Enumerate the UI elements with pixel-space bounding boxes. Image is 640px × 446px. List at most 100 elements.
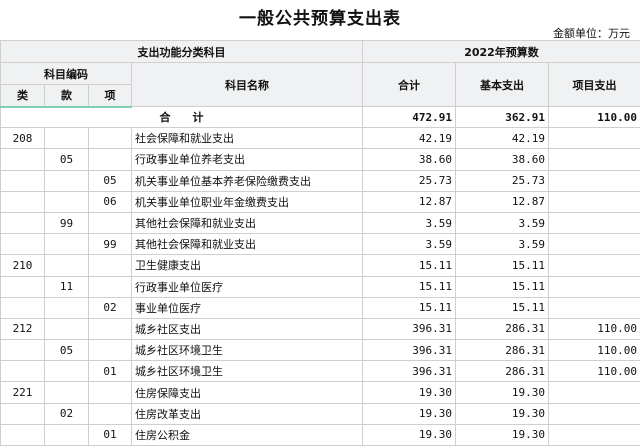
cell-xiang[interactable] [88,211,132,235]
cell-lei[interactable] [0,190,45,213]
cell-name[interactable]: 城乡社区支出 [131,317,363,341]
cell-xiang[interactable]: 01 [88,423,132,446]
cell-name[interactable]: 城乡社区环境卫生 [131,339,363,362]
cell-basic[interactable]: 12.87 [455,190,549,213]
cell-project[interactable]: 110.00 [547,360,640,383]
cell-kuan[interactable]: 02 [44,402,89,425]
cell-name[interactable]: 住房改革支出 [131,402,363,425]
cell-name[interactable]: 住房公积金 [131,423,363,446]
cell-basic[interactable]: 3.59 [455,211,549,235]
cell-xiang[interactable] [88,148,132,171]
cell-name[interactable]: 机关事业单位基本养老保险缴费支出 [131,169,363,192]
cell-project[interactable] [547,402,640,425]
cell-total[interactable]: 12.87 [362,190,456,213]
cell-kuan[interactable]: 11 [44,275,89,298]
cell-basic[interactable]: 19.30 [455,381,549,404]
cell-kuan[interactable] [44,190,89,213]
cell-kuan[interactable] [44,169,89,192]
cell-lei[interactable]: 212 [0,317,45,341]
cell-basic[interactable]: 286.31 [455,360,549,383]
cell-basic[interactable]: 15.11 [455,275,549,298]
cell-lei[interactable] [0,402,45,425]
cell-basic[interactable]: 38.60 [455,148,549,171]
cell-xiang[interactable] [88,317,132,341]
cell-basic[interactable]: 286.31 [455,339,549,362]
cell-kuan[interactable] [44,317,89,341]
cell-lei[interactable]: 221 [0,381,45,404]
cell-xiang[interactable]: 05 [88,169,132,192]
cell-basic[interactable]: 15.11 [455,254,549,277]
cell-basic[interactable]: 286.31 [455,317,549,341]
cell-xiang[interactable]: 02 [88,296,132,319]
cell-xiang[interactable] [88,275,132,298]
cell-kuan[interactable]: 05 [44,339,89,362]
cell-name[interactable]: 城乡社区环境卫生 [131,360,363,383]
cell-xiang[interactable] [88,339,132,362]
cell-lei[interactable] [0,360,45,383]
cell-basic[interactable]: 3.59 [455,233,549,256]
cell-lei[interactable] [0,339,45,362]
cell-total[interactable]: 396.31 [362,317,456,341]
cell-project[interactable] [547,275,640,298]
cell-lei[interactable] [0,296,45,319]
cell-total[interactable]: 19.30 [362,381,456,404]
cell-name[interactable]: 机关事业单位职业年金缴费支出 [131,190,363,213]
cell-kuan[interactable] [44,423,89,446]
cell-total[interactable]: 38.60 [362,148,456,171]
cell-kuan[interactable] [44,233,89,256]
cell-kuan[interactable]: 99 [44,211,89,235]
cell-basic[interactable]: 19.30 [455,402,549,425]
cell-project[interactable] [547,127,640,150]
cell-lei[interactable] [0,275,45,298]
cell-kuan[interactable]: 05 [44,148,89,171]
cell-project[interactable]: 110.00 [547,339,640,362]
cell-project[interactable] [547,211,640,235]
cell-total[interactable]: 42.19 [362,127,456,150]
cell-name[interactable]: 其他社会保障和就业支出 [131,233,363,256]
cell-total[interactable]: 396.31 [362,339,456,362]
cell-lei[interactable]: 210 [0,254,45,277]
cell-project[interactable] [547,254,640,277]
cell-lei[interactable] [0,211,45,235]
cell-project[interactable] [547,233,640,256]
cell-total[interactable]: 3.59 [362,233,456,256]
cell-basic[interactable]: 19.30 [455,423,549,446]
cell-xiang[interactable] [88,127,132,150]
cell-kuan[interactable] [44,254,89,277]
cell-xiang[interactable]: 99 [88,233,132,256]
cell-total[interactable]: 19.30 [362,402,456,425]
cell-name[interactable]: 行政事业单位医疗 [131,275,363,298]
cell-name[interactable]: 其他社会保障和就业支出 [131,211,363,235]
cell-lei[interactable] [0,233,45,256]
cell-project[interactable] [547,381,640,404]
cell-lei[interactable]: 208 [0,127,45,150]
cell-basic[interactable]: 25.73 [455,169,549,192]
cell-project[interactable]: 110.00 [547,317,640,341]
cell-total[interactable]: 15.11 [362,275,456,298]
cell-basic[interactable]: 15.11 [455,296,549,319]
cell-total[interactable]: 19.30 [362,423,456,446]
cell-xiang[interactable] [88,254,132,277]
cell-name[interactable]: 行政事业单位养老支出 [131,148,363,171]
cell-total[interactable]: 25.73 [362,169,456,192]
cell-xiang[interactable]: 01 [88,360,132,383]
cell-xiang[interactable] [88,402,132,425]
cell-lei[interactable] [0,169,45,192]
cell-total[interactable]: 15.11 [362,254,456,277]
cell-xiang[interactable] [88,381,132,404]
cell-project[interactable] [547,296,640,319]
cell-project[interactable] [547,169,640,192]
cell-kuan[interactable] [44,360,89,383]
cell-total[interactable]: 3.59 [362,211,456,235]
cell-project[interactable] [547,423,640,446]
cell-total[interactable]: 396.31 [362,360,456,383]
cell-project[interactable] [547,190,640,213]
cell-kuan[interactable] [44,296,89,319]
cell-kuan[interactable] [44,127,89,150]
cell-lei[interactable] [0,423,45,446]
cell-xiang[interactable]: 06 [88,190,132,213]
cell-total[interactable]: 15.11 [362,296,456,319]
cell-kuan[interactable] [44,381,89,404]
cell-basic[interactable]: 42.19 [455,127,549,150]
cell-lei[interactable] [0,148,45,171]
